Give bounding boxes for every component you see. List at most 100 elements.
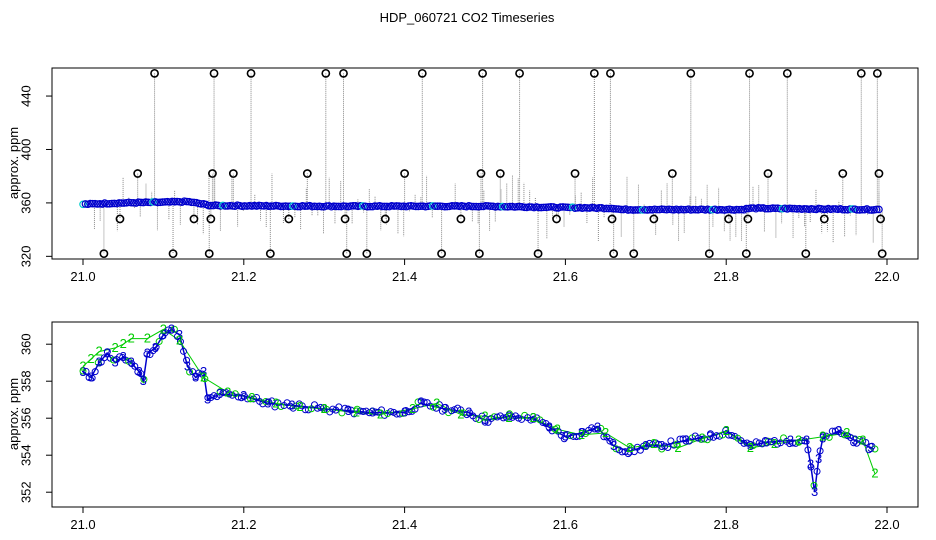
top-x-axis: 21.0 21.2 21.4 21.6 21.8 22.0 <box>70 259 900 284</box>
series-3-marker: 3 <box>811 484 818 499</box>
series-3-marker: 3 <box>152 340 159 355</box>
series-2-marker: 2 <box>176 333 183 348</box>
bottom-x-tick-label: 21.6 <box>553 517 578 532</box>
series-3-marker: 3 <box>506 408 513 423</box>
series-point <box>378 406 386 414</box>
baseline-point <box>605 204 613 213</box>
series-point <box>411 405 419 413</box>
outlier-point <box>704 249 714 259</box>
series-point <box>429 403 437 411</box>
baseline-point <box>771 204 780 213</box>
baseline-point <box>800 205 808 213</box>
outlier-point <box>607 214 617 224</box>
series-point <box>700 435 708 443</box>
baseline-point <box>267 202 275 210</box>
series-3-marker: 3 <box>530 410 537 425</box>
series-point <box>609 439 617 447</box>
baseline-point <box>872 205 881 214</box>
series-3-marker: 3 <box>369 405 376 420</box>
baseline-point <box>556 203 565 211</box>
series-2-marker: 2 <box>530 410 537 425</box>
baseline-point <box>600 204 608 213</box>
baseline-point <box>542 203 550 212</box>
outlier-point <box>872 68 882 78</box>
series-2-marker: 2 <box>112 340 119 355</box>
baseline-point <box>609 204 618 213</box>
series-point <box>79 367 87 375</box>
bottom-x-tick-label: 21.8 <box>714 517 739 532</box>
baseline-point <box>636 205 644 214</box>
series-3-marker: 3 <box>200 364 207 379</box>
baseline-point <box>207 201 215 210</box>
baseline-point <box>764 204 772 213</box>
outlier-point <box>877 249 887 259</box>
series-3-marker: 3 <box>79 364 86 379</box>
series-point <box>618 448 626 456</box>
series-3-marker: 3 <box>184 358 191 373</box>
baseline-point <box>769 204 777 212</box>
series-2-marker: 2 <box>79 358 86 373</box>
series-3-marker: 3 <box>128 355 135 370</box>
series-2-marker: 2 <box>871 466 878 481</box>
series-3-marker: 3 <box>264 395 271 410</box>
series-2-marker: 2 <box>95 344 102 359</box>
series-point <box>755 439 763 447</box>
series-point <box>186 368 194 376</box>
series-3-marker: 3 <box>747 438 754 453</box>
baseline-point <box>88 199 97 208</box>
baseline-point <box>513 202 521 211</box>
series-point <box>798 437 806 445</box>
series-2-marker: 2 <box>353 405 360 420</box>
series-3-marker: 3 <box>658 438 665 453</box>
series-2-marker: 2 <box>771 436 778 451</box>
baseline-point <box>443 202 452 211</box>
series-point <box>716 432 724 440</box>
baseline-point <box>551 203 560 212</box>
series-point <box>792 439 800 447</box>
series-2-marker: 2 <box>377 407 384 422</box>
top-outlier-points <box>99 68 887 259</box>
series-point <box>210 392 218 400</box>
series-point <box>103 348 111 356</box>
series-3-marker: 3 <box>835 423 842 438</box>
series-2-marker: 2 <box>626 440 633 455</box>
series-2-marker: 2 <box>248 390 255 405</box>
baseline-point <box>416 202 425 210</box>
outlier-point <box>265 249 275 259</box>
baseline-point <box>754 204 763 212</box>
series-3-marker: 3 <box>321 401 328 416</box>
baseline-point <box>380 202 389 211</box>
bottom-panel: approx. ppm 352 354 356 358 360 21.0 21.2 21.4… <box>6 321 919 532</box>
bottom-y-tick-label: 354 <box>19 444 34 466</box>
outlier-point <box>686 68 696 78</box>
baseline-point <box>646 205 654 214</box>
series-point <box>94 359 102 367</box>
series-3-marker: 3 <box>144 345 151 360</box>
baseline-point <box>161 198 169 206</box>
series-3-marker: 3 <box>562 429 569 444</box>
series-2-marker: 2 <box>698 431 705 446</box>
baseline-point <box>761 204 770 213</box>
series-2-marker: 2 <box>160 321 167 336</box>
series-3-marker: 3 <box>546 419 553 434</box>
series-point <box>594 425 602 433</box>
baseline-point <box>841 205 849 214</box>
series-2-marker: 2 <box>87 351 94 366</box>
bottom-x-tick-label: 21.2 <box>231 517 256 532</box>
outlier-point <box>339 68 348 78</box>
baseline-point <box>638 206 647 214</box>
baseline-point <box>356 201 365 210</box>
top-y-axis: 320 360 400 440 <box>19 85 52 267</box>
bottom-x-tick-label: 21.0 <box>70 517 95 532</box>
series-point <box>317 403 325 411</box>
outlier-point <box>606 68 615 78</box>
series-3-marker: 3 <box>140 373 147 388</box>
series-2-marker: 2 <box>795 432 802 447</box>
series-point <box>527 416 535 424</box>
series-2-marker: 2 <box>321 401 328 416</box>
series-3-marker: 3 <box>867 440 874 455</box>
outlier-point <box>150 68 159 78</box>
outlier-point <box>819 214 829 224</box>
